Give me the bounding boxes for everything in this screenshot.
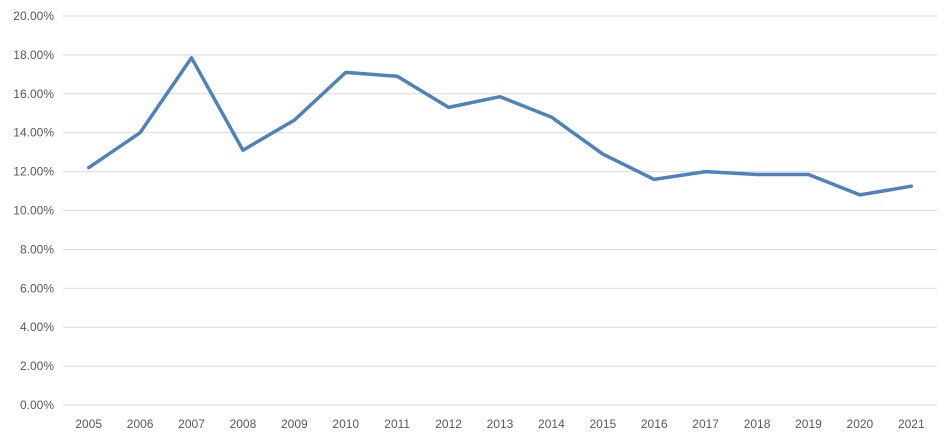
x-tick-label: 2021: [898, 417, 925, 431]
x-tick-label: 2016: [641, 417, 668, 431]
x-tick-label: 2014: [538, 417, 565, 431]
x-tick-label: 2012: [435, 417, 462, 431]
y-tick-label: 10.00%: [13, 204, 54, 218]
x-tick-label: 2005: [75, 417, 102, 431]
x-tick-label: 2017: [692, 417, 719, 431]
x-tick-label: 2006: [127, 417, 154, 431]
y-tick-label: 4.00%: [20, 320, 54, 334]
x-tick-label: 2007: [178, 417, 205, 431]
x-axis-tick-labels: 2005 2006 2007 2008 2009 2010 2011 2012 2013 2014…: [75, 417, 925, 431]
y-tick-label: 14.00%: [13, 126, 54, 140]
series-line: [86, 56, 914, 197]
y-tick-label: 2.00%: [20, 359, 54, 373]
x-tick-label: 2018: [744, 417, 771, 431]
y-tick-label: 6.00%: [20, 281, 54, 295]
y-tick-label: 20.00%: [13, 9, 54, 23]
x-tick-label: 2008: [230, 417, 257, 431]
x-tick-label: 2013: [487, 417, 514, 431]
x-tick-label: 2009: [281, 417, 308, 431]
x-tick-label: 2020: [847, 417, 874, 431]
x-tick-label: 2011: [384, 417, 410, 431]
y-tick-label: 12.00%: [13, 165, 54, 179]
x-tick-label: 2010: [332, 417, 359, 431]
y-axis-tick-labels: 0.00% 2.00% 4.00% 6.00% 8.00% 10.00% 12.00% 14.…: [13, 9, 54, 412]
y-tick-label: 18.00%: [13, 48, 54, 62]
y-tick-label: 0.00%: [20, 398, 54, 412]
y-tick-label: 16.00%: [13, 87, 54, 101]
gridlines: [63, 15, 937, 406]
y-tick-label: 8.00%: [20, 242, 54, 256]
x-tick-label: 2019: [795, 417, 822, 431]
x-tick-label: 2015: [589, 417, 616, 431]
series-lines: [86, 56, 914, 197]
